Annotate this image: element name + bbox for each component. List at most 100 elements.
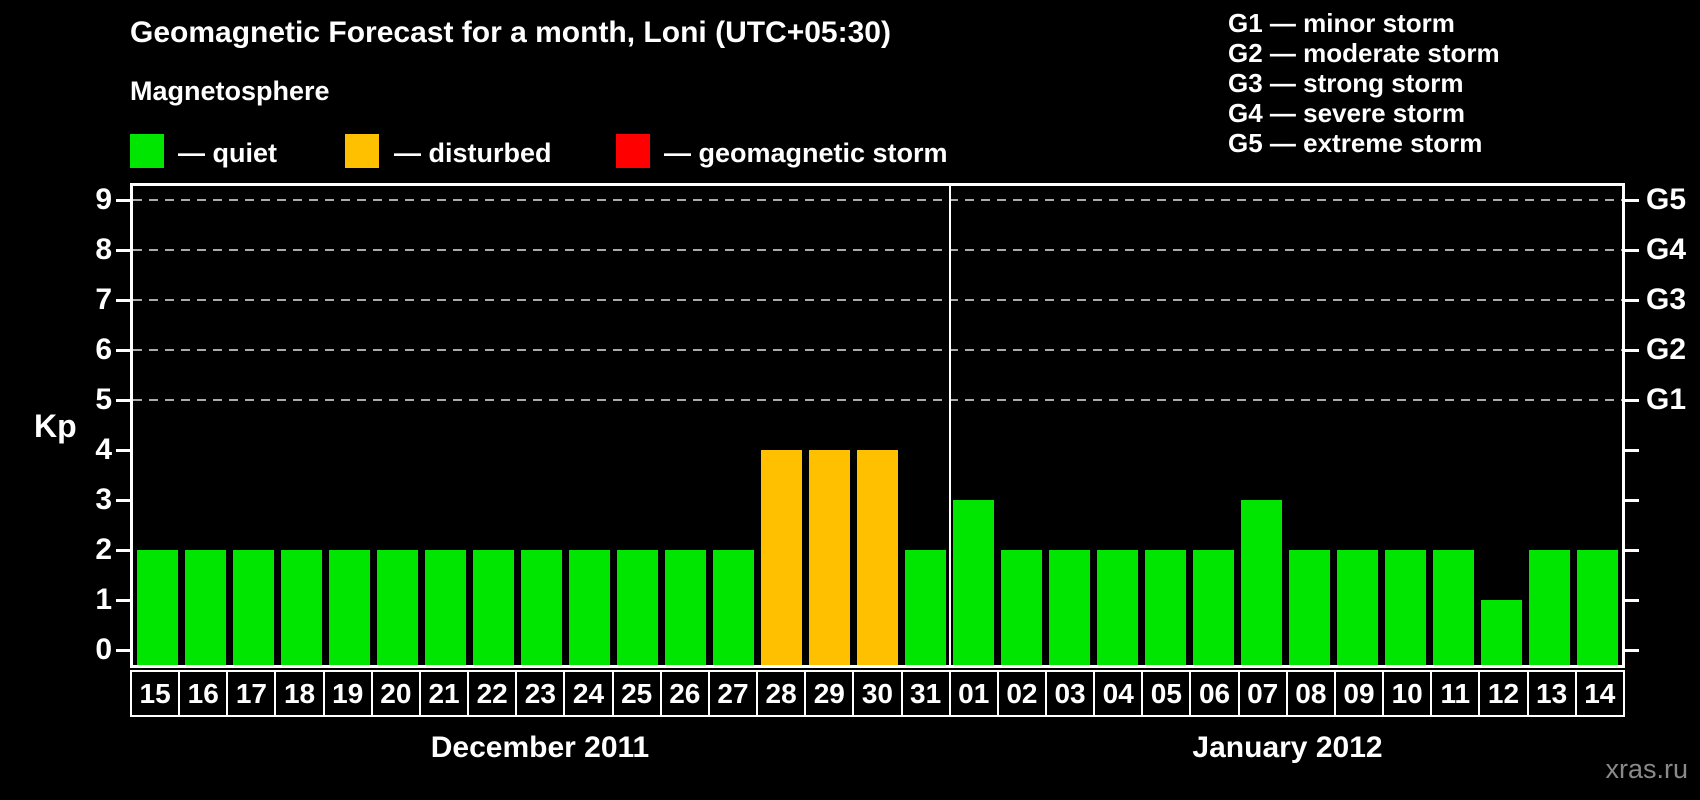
y-axis-title: Kp [34, 408, 77, 444]
day-label-box: 22 [467, 670, 518, 717]
kp-bar [664, 550, 706, 665]
y-axis-tick [116, 198, 130, 202]
day-label-box: 03 [1044, 670, 1096, 717]
y-axis-tick [116, 298, 130, 302]
legend-label-quiet: — quiet [178, 138, 277, 168]
kp-bar [808, 450, 850, 665]
kp-bar [760, 450, 802, 665]
day-label-box: 14 [1574, 670, 1625, 717]
y-axis-tick [116, 498, 130, 502]
legend-label-disturbed: — disturbed [394, 138, 552, 168]
g-scale-tick-label: G2 [1646, 333, 1687, 366]
y-axis-tick [116, 648, 130, 652]
kp-bar [376, 550, 418, 665]
day-label-box: 06 [1189, 670, 1240, 717]
kp-bar [424, 550, 466, 665]
g-scale-tick-label: G4 [1646, 233, 1687, 266]
day-label-box: 10 [1382, 670, 1433, 717]
kp-bar [1193, 550, 1235, 665]
gridline [133, 349, 1622, 351]
g-scale-tick-label: G1 [1646, 383, 1687, 416]
right-axis-tick [1625, 498, 1639, 502]
day-label-box: 01 [948, 670, 999, 717]
month-label-january: January 2012 [1192, 731, 1383, 764]
y-axis-tick [116, 398, 130, 402]
kp-bar [1289, 550, 1331, 665]
kp-bar [328, 550, 370, 665]
y-tick-label: 0 [95, 633, 112, 666]
month-label-december: December 2011 [430, 731, 650, 764]
kp-bar [1097, 550, 1139, 665]
gridline [133, 399, 1622, 401]
right-axis-tick [1625, 348, 1639, 352]
y-tick-label: 3 [95, 483, 112, 516]
gridline [133, 199, 1622, 201]
right-axis-tick [1625, 648, 1639, 652]
page-title: Geomagnetic Forecast for a month, Loni (… [130, 16, 891, 49]
g-scale-tick-label: G5 [1646, 183, 1687, 216]
day-label-box: 17 [226, 670, 277, 717]
kp-bar [1433, 550, 1475, 665]
kp-bar [953, 500, 995, 665]
y-tick-label: 6 [95, 333, 112, 366]
right-axis-tick [1625, 198, 1639, 202]
day-label-box: 11 [1430, 670, 1481, 717]
day-label-box: 09 [1333, 670, 1385, 717]
right-axis-tick [1625, 398, 1639, 402]
day-label-box: 18 [274, 670, 325, 717]
gridline [133, 299, 1622, 301]
kp-bar [232, 550, 274, 665]
kp-bar [1241, 500, 1283, 665]
right-axis-tick [1625, 298, 1639, 302]
kp-bar [184, 550, 226, 665]
day-label-box: 21 [418, 670, 470, 717]
gridline [133, 249, 1622, 251]
month-divider [948, 186, 951, 665]
day-label-box: 30 [852, 670, 903, 717]
day-label-box: 24 [563, 670, 614, 717]
right-axis-tick [1625, 598, 1639, 602]
kp-bar [136, 550, 178, 665]
day-label-box: 07 [1237, 670, 1288, 717]
day-label-box: 05 [1141, 670, 1192, 717]
storm-scale-legend-item: G2 — moderate storm [1228, 38, 1500, 68]
kp-bar [1529, 550, 1571, 665]
legend-swatch [345, 134, 379, 168]
day-label-box: 26 [659, 670, 710, 717]
g-scale-tick-label: G3 [1646, 283, 1687, 316]
storm-scale-legend-item: G5 — extreme storm [1228, 128, 1483, 158]
y-tick-label: 8 [95, 233, 112, 266]
legend-swatch [130, 134, 164, 168]
kp-bar [905, 550, 947, 665]
day-label-box: 19 [322, 670, 373, 717]
legend-swatch [616, 134, 650, 168]
y-axis-tick [116, 348, 130, 352]
kp-bar [1337, 550, 1379, 665]
day-axis-row: 15 16 17 18 19 20 21 22 23 24 25 26 27 28 29 30 31 01 02 03… [130, 670, 1625, 717]
day-label-box: 23 [515, 670, 566, 717]
storm-scale-legend: G1 — minor storm G2 — moderate storm G3 … [1228, 8, 1500, 158]
right-axis-tick [1625, 248, 1639, 252]
day-label-box: 20 [370, 670, 421, 717]
kp-bar [1049, 550, 1091, 665]
kp-bar [856, 450, 898, 665]
y-axis-tick [116, 448, 130, 452]
legend-label-storm: — geomagnetic storm [664, 138, 948, 168]
kp-bar [712, 550, 754, 665]
kp-bar [568, 550, 610, 665]
kp-bar [280, 550, 322, 665]
storm-scale-legend-item: G1 — minor storm [1228, 8, 1455, 38]
storm-scale-legend-item: G3 — strong storm [1228, 68, 1464, 98]
y-tick-label: 1 [95, 583, 112, 616]
plot-area [130, 183, 1625, 668]
day-label-box: 16 [178, 670, 229, 717]
kp-bar [520, 550, 562, 665]
kp-bar [1577, 550, 1619, 665]
day-label-box: 28 [756, 670, 807, 717]
day-label-box: 12 [1478, 670, 1529, 717]
day-label-box: 29 [804, 670, 855, 717]
y-axis-tick [116, 548, 130, 552]
day-label-box: 31 [900, 670, 951, 717]
magnetosphere-label: Magnetosphere [130, 76, 330, 106]
